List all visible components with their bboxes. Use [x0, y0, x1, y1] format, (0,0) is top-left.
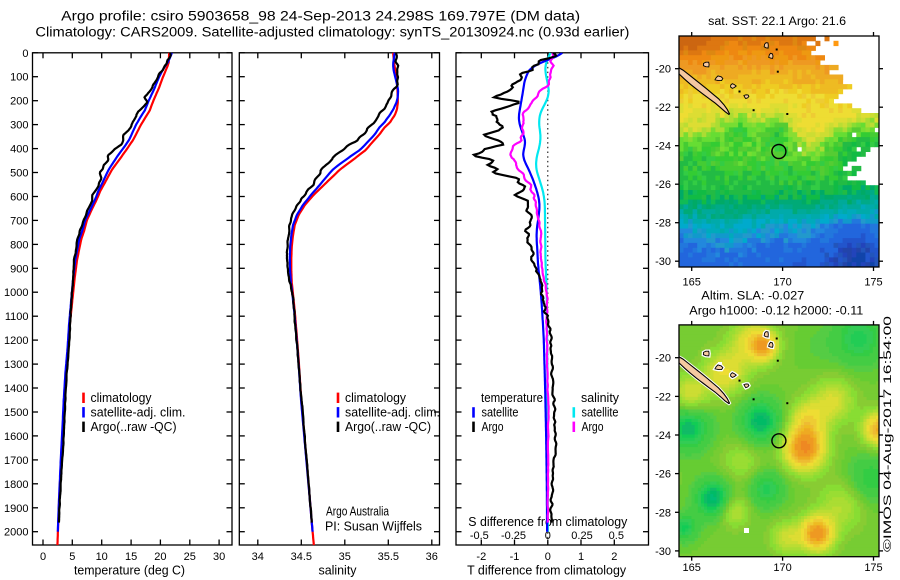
svg-text:-0.5: -0.5 — [470, 530, 489, 542]
svg-text:300: 300 — [10, 120, 28, 132]
svg-text:1800: 1800 — [4, 479, 28, 491]
svg-text:170: 170 — [773, 276, 791, 288]
svg-text:1300: 1300 — [4, 359, 28, 371]
svg-text:400: 400 — [10, 144, 28, 156]
svg-text:temperature (deg C): temperature (deg C) — [74, 564, 185, 578]
svg-text:5: 5 — [69, 551, 75, 563]
svg-text:climatology: climatology — [91, 391, 153, 405]
svg-text:500: 500 — [10, 168, 28, 180]
svg-text:-22: -22 — [655, 102, 671, 114]
svg-text:sat. SST: 22.1 Argo: 21.6: sat. SST: 22.1 Argo: 21.6 — [708, 16, 846, 28]
svg-text:-1: -1 — [510, 551, 520, 563]
svg-text:165: 165 — [683, 562, 701, 574]
svg-text:34.5: 34.5 — [291, 551, 312, 563]
svg-text:-26: -26 — [655, 179, 671, 191]
svg-text:0: 0 — [545, 530, 551, 542]
svg-text:0.5: 0.5 — [609, 530, 624, 542]
svg-text:1: 1 — [578, 551, 584, 563]
svg-text:-20: -20 — [655, 64, 671, 76]
svg-text:-22: -22 — [655, 391, 671, 403]
svg-text:170: 170 — [773, 562, 791, 574]
svg-text:T difference from climatology: T difference from climatology — [467, 564, 627, 578]
svg-text:Argo: Argo — [582, 420, 604, 434]
svg-text:35.5: 35.5 — [378, 551, 399, 563]
svg-text:0: 0 — [40, 551, 46, 563]
svg-text:175: 175 — [864, 276, 882, 288]
svg-text:Argo profile: csiro 5903658_98: Argo profile: csiro 5903658_98 24-Sep-20… — [61, 9, 580, 24]
svg-text:Altim. SLA: -0.027: Altim. SLA: -0.027 — [701, 291, 804, 303]
svg-text:salinity: salinity — [581, 391, 620, 405]
svg-text:100: 100 — [10, 72, 28, 84]
svg-text:1600: 1600 — [4, 431, 28, 443]
svg-text:salinity: salinity — [319, 564, 358, 578]
svg-text:0.25: 0.25 — [571, 530, 592, 542]
svg-text:1100: 1100 — [5, 311, 29, 323]
svg-text:1200: 1200 — [4, 335, 28, 347]
svg-text:satellite-adj. clim.: satellite-adj. clim. — [91, 406, 186, 420]
svg-text:-28: -28 — [655, 218, 671, 230]
svg-text:10: 10 — [96, 551, 108, 563]
svg-text:20: 20 — [154, 551, 166, 563]
svg-text:Argo Australia: Argo Australia — [326, 505, 389, 519]
svg-text:1500: 1500 — [4, 407, 28, 419]
svg-text:-28: -28 — [655, 507, 671, 519]
svg-text:-30: -30 — [655, 546, 671, 558]
svg-text:-30: -30 — [655, 256, 671, 268]
svg-text:Argo: Argo — [482, 420, 504, 434]
svg-text:900: 900 — [10, 263, 28, 275]
svg-text:Argo(..raw -QC): Argo(..raw -QC) — [91, 420, 177, 434]
svg-text:1700: 1700 — [4, 455, 28, 467]
svg-text:800: 800 — [10, 239, 28, 251]
svg-text:2: 2 — [611, 551, 617, 563]
svg-text:25: 25 — [184, 551, 196, 563]
svg-text:1900: 1900 — [4, 503, 28, 515]
svg-text:35: 35 — [339, 551, 351, 563]
svg-text:PI: Susan Wijffels: PI: Susan Wijffels — [325, 520, 422, 534]
svg-text:-24: -24 — [655, 430, 671, 442]
svg-text:©IMOS 04-Aug-2017 16:54:00: ©IMOS 04-Aug-2017 16:54:00 — [882, 316, 894, 552]
svg-text:2000: 2000 — [4, 527, 28, 539]
svg-text:200: 200 — [10, 96, 28, 108]
svg-text:1000: 1000 — [4, 287, 28, 299]
svg-text:satellite: satellite — [582, 406, 619, 420]
svg-text:climatology: climatology — [345, 391, 407, 405]
svg-text:-24: -24 — [655, 141, 671, 153]
svg-text:Argo h1000: -0.12 h2000: -0.11: Argo h1000: -0.12 h2000: -0.11 — [689, 306, 863, 318]
svg-text:temperature: temperature — [481, 391, 543, 405]
svg-text:165: 165 — [683, 276, 701, 288]
svg-text:Argo(..raw -QC): Argo(..raw -QC) — [345, 420, 431, 434]
svg-text:0: 0 — [22, 48, 28, 60]
svg-text:600: 600 — [10, 192, 28, 204]
svg-text:satellite-adj. clim.: satellite-adj. clim. — [345, 406, 440, 420]
svg-text:-26: -26 — [655, 469, 671, 481]
svg-text:0: 0 — [545, 551, 551, 563]
svg-text:30: 30 — [213, 551, 225, 563]
svg-text:-20: -20 — [655, 353, 671, 365]
svg-text:-2: -2 — [476, 551, 486, 563]
svg-text:175: 175 — [864, 562, 882, 574]
svg-text:-0.25: -0.25 — [501, 530, 526, 542]
svg-text:700: 700 — [10, 215, 28, 227]
svg-text:satellite: satellite — [482, 406, 519, 420]
svg-text:Climatology: CARS2009. Satelli: Climatology: CARS2009. Satellite-adjuste… — [35, 25, 629, 40]
svg-text:34: 34 — [252, 551, 264, 563]
svg-text:36: 36 — [426, 551, 438, 563]
svg-text:1400: 1400 — [4, 383, 28, 395]
svg-text:15: 15 — [125, 551, 137, 563]
